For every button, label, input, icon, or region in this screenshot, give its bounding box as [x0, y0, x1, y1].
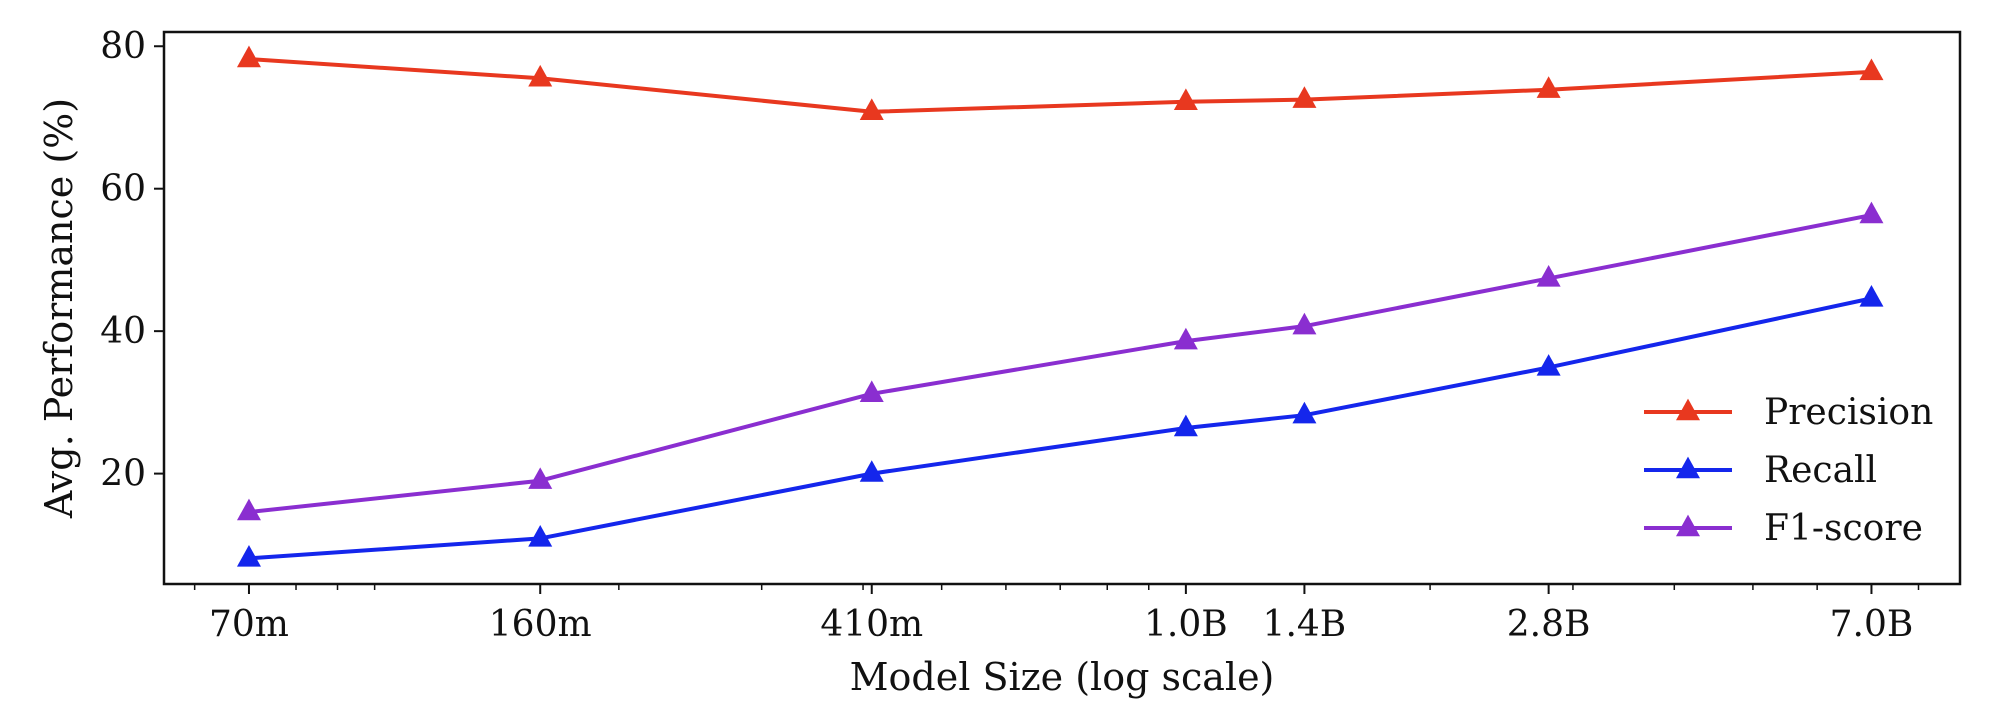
x-tick-label: 160m: [489, 604, 592, 645]
x-axis-label: Model Size (log scale): [850, 655, 1275, 699]
y-tick-label: 60: [100, 169, 146, 210]
x-axis-ticks: 70m 160m 410m 1.0B 1.4B 2.8B 7.0B: [193, 584, 1920, 645]
data-point-precision: [1536, 76, 1561, 98]
series-line-recall: [248, 296, 1872, 561]
x-tick-label: 7.0B: [1830, 604, 1914, 645]
data-point-precision: [1859, 58, 1884, 81]
legend-label-precision: Precision: [1764, 392, 1933, 433]
x-tick-label: 1.4B: [1263, 604, 1347, 645]
data-point-precision: [1173, 88, 1198, 111]
data-point-recall: [1536, 354, 1561, 376]
data-point-f1-score: [528, 467, 553, 489]
data-point-recall: [1292, 401, 1317, 424]
data-point-recall: [236, 544, 261, 567]
data-point-recall: [1859, 284, 1884, 307]
x-tick-label: 410m: [820, 604, 923, 645]
series-layer: [236, 45, 1884, 567]
data-point-recall: [1173, 414, 1198, 437]
legend-marker-recall: [1676, 456, 1700, 479]
data-point-f1-score: [1536, 265, 1561, 287]
y-tick-label: 80: [100, 26, 146, 67]
data-point-precision: [1292, 86, 1317, 108]
y-tick-label: 40: [100, 311, 146, 352]
data-point-precision: [859, 98, 884, 120]
data-point-f1-score: [1859, 201, 1884, 224]
series-line-precision: [248, 57, 1872, 114]
legend-marker-precision: [1676, 398, 1700, 421]
x-tick-label: 70m: [209, 604, 289, 645]
data-point-f1-score: [1173, 327, 1198, 350]
x-tick-label: 2.8B: [1507, 604, 1591, 645]
data-point-recall: [859, 460, 884, 482]
legend-marker-f1-score: [1676, 514, 1700, 537]
y-tick-label: 20: [100, 454, 146, 495]
y-axis-label: Avg. Performance (%): [37, 98, 81, 519]
legend: Precision Recall F1-score: [1644, 392, 1933, 549]
plot-frame: [162, 30, 1962, 586]
y-axis-ticks: 20 40 60 80: [100, 26, 164, 495]
data-point-f1-score: [1292, 312, 1317, 335]
legend-label-f1-score: F1-score: [1764, 508, 1923, 549]
series-line-f1-score: [248, 213, 1872, 515]
legend-label-recall: Recall: [1764, 450, 1877, 491]
data-point-f1-score: [236, 498, 261, 521]
x-tick-label: 1.0B: [1144, 604, 1228, 645]
data-point-precision: [236, 45, 261, 68]
data-point-precision: [528, 64, 553, 87]
data-point-recall: [528, 525, 553, 547]
data-point-f1-score: [859, 380, 884, 403]
